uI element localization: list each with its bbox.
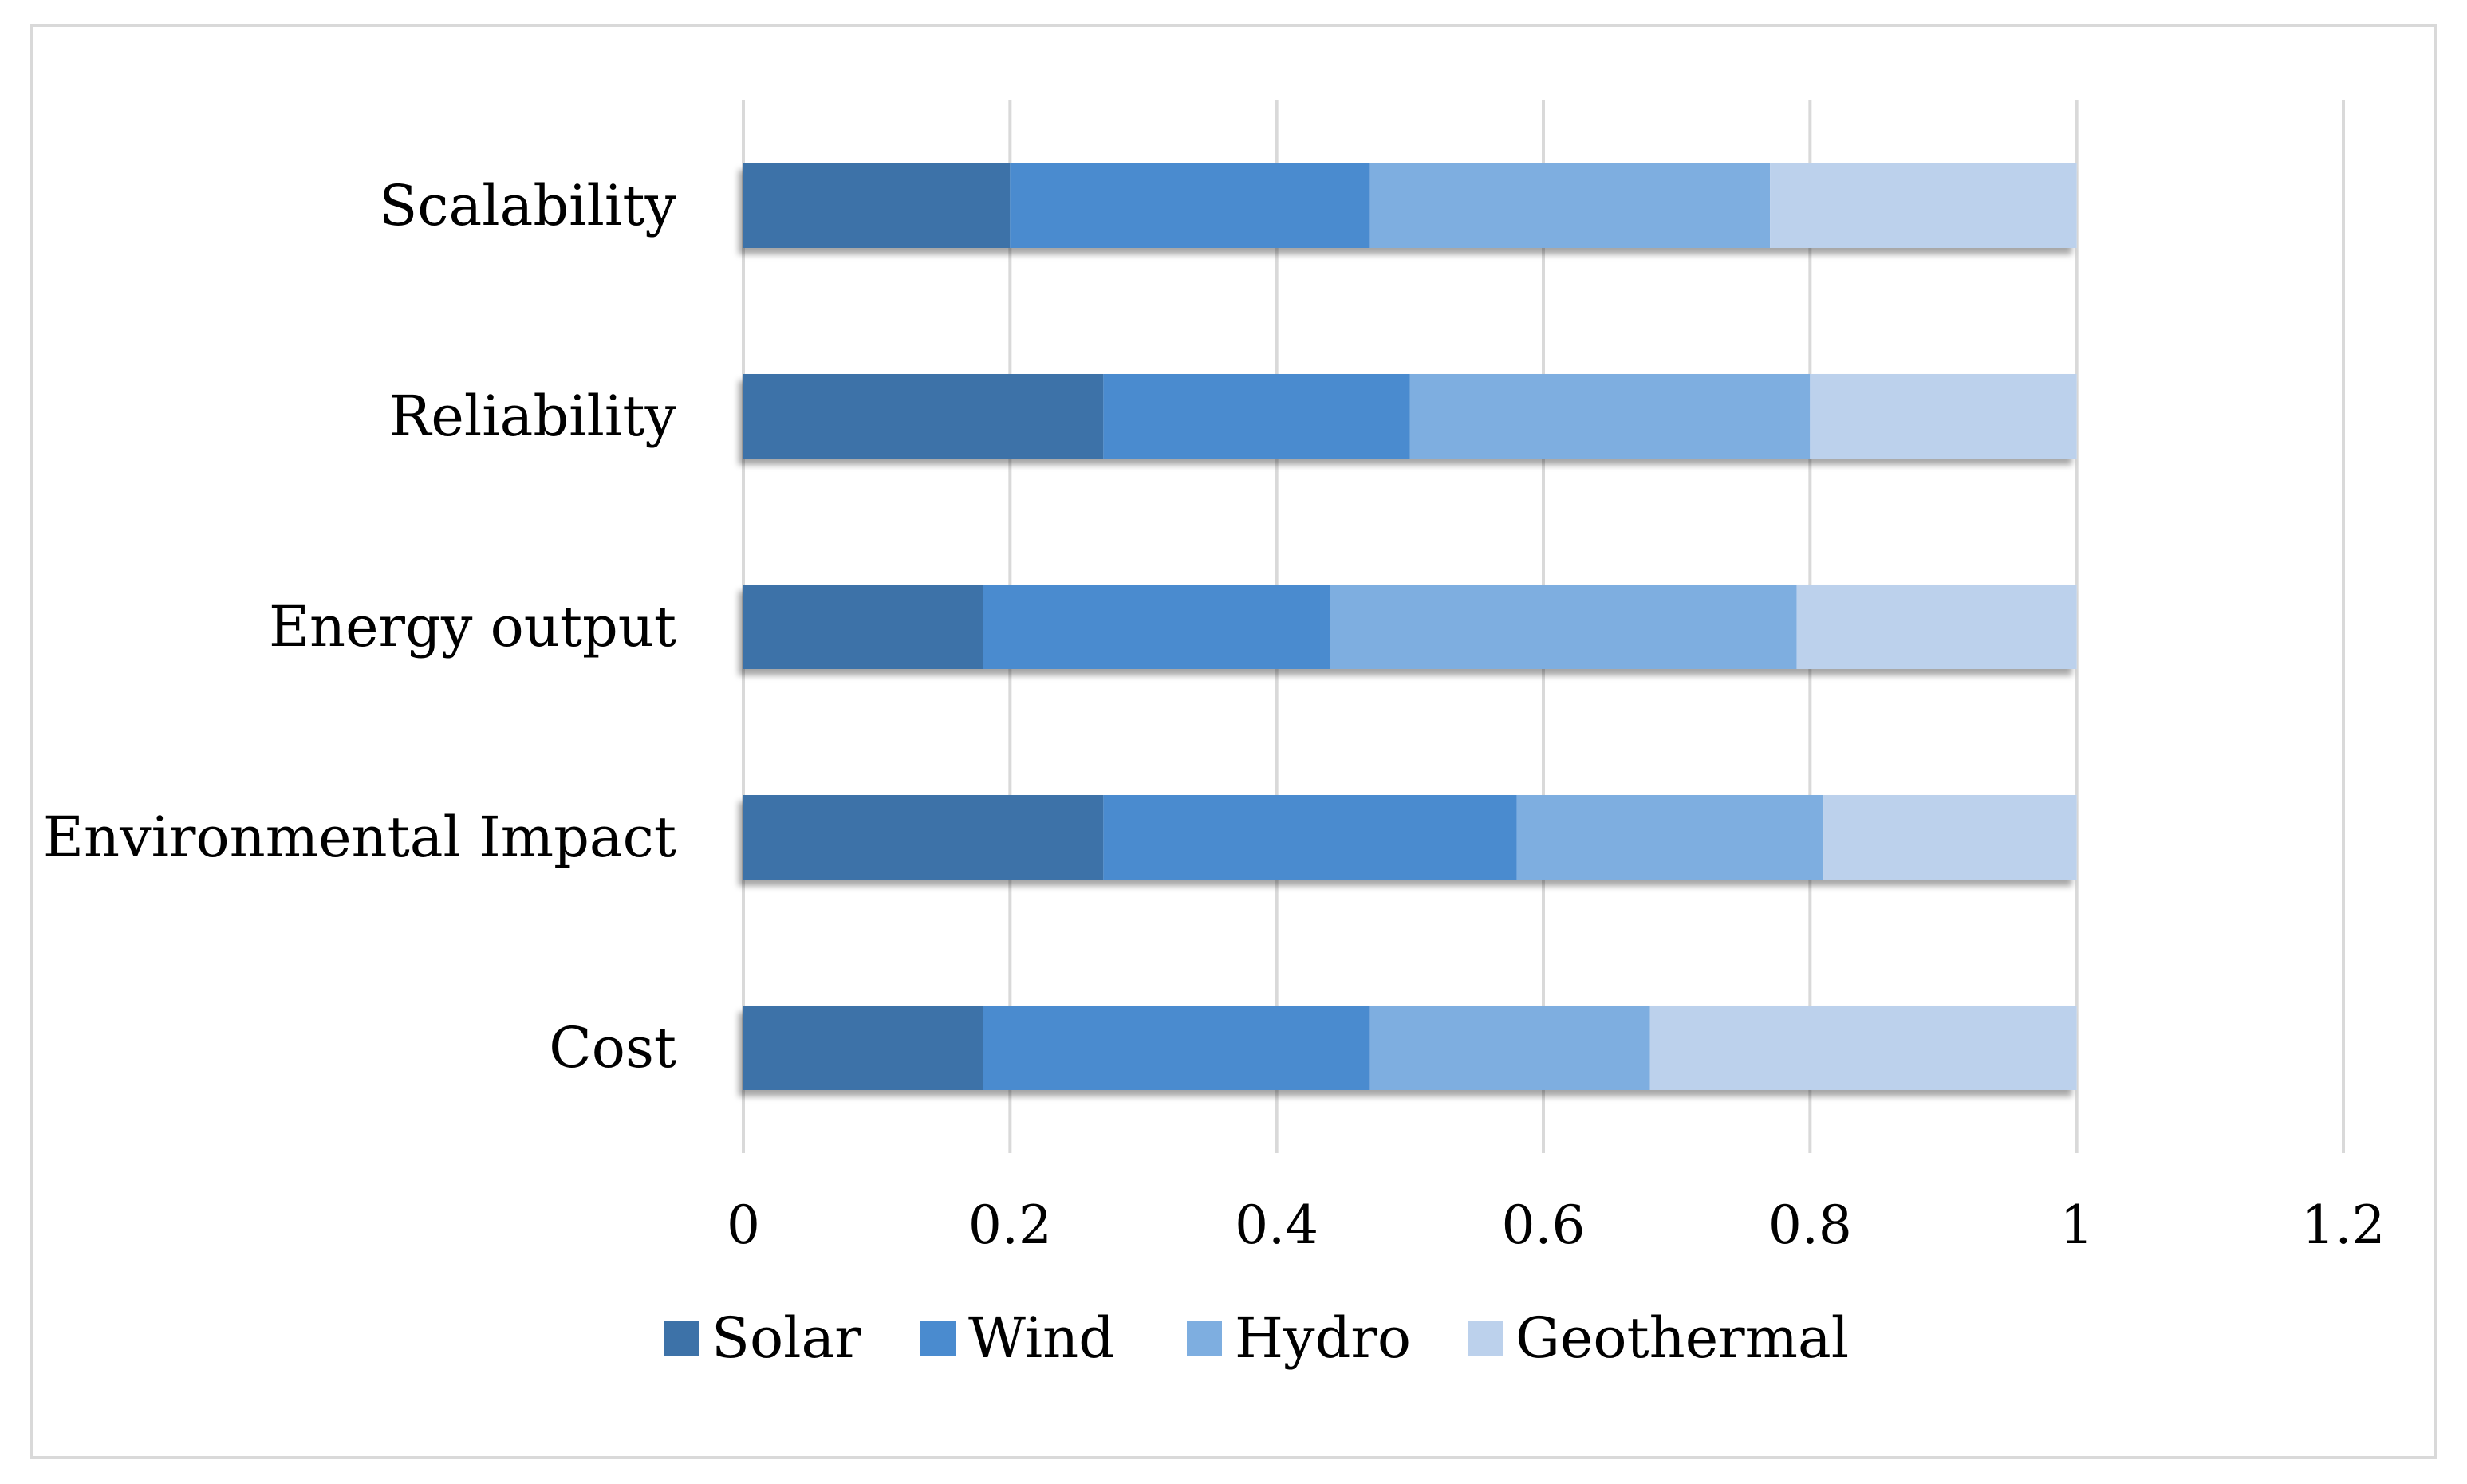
bar-geothermal-scalability <box>1770 163 2077 248</box>
x-tick-label: 0.2 <box>968 1195 1052 1256</box>
bar-solar-cost <box>743 1006 983 1090</box>
bar-solar-reliability <box>743 374 1104 459</box>
category-label: Cost <box>549 1015 676 1081</box>
x-tick-label: 0 <box>727 1195 760 1256</box>
bar-hydro-cost <box>1369 1006 1650 1090</box>
bar-wind-environmental-impact <box>1103 795 1517 880</box>
bar-solar-scalability <box>743 163 1011 248</box>
bar-hydro-environmental-impact <box>1516 795 1824 880</box>
category-label: Scalability <box>379 173 676 238</box>
x-tick-label: 0.8 <box>1768 1195 1852 1256</box>
bar-hydro-scalability <box>1369 163 1771 248</box>
x-tick-label: 1 <box>2060 1195 2094 1256</box>
bar-solar-environmental-impact <box>743 795 1104 880</box>
x-tick-label: 0.4 <box>1235 1195 1318 1256</box>
bar-wind-scalability <box>1010 163 1370 248</box>
legend-swatch-geothermal <box>1468 1321 1503 1356</box>
legend-label-hydro: Hydro <box>1235 1305 1411 1371</box>
category-label: Environmental Impact <box>43 805 676 870</box>
x-tick-label: 0.6 <box>1502 1195 1586 1256</box>
bar-geothermal-cost <box>1649 1006 2077 1090</box>
x-tick-label: 1.2 <box>2302 1195 2386 1256</box>
legend-swatch-wind <box>920 1321 956 1356</box>
chart-frame: 0 0.2 0.4 0.6 0.8 1 1.2 Scalability Reliability E… <box>30 24 2437 1459</box>
bar-wind-cost <box>983 1006 1370 1090</box>
legend-label-wind: Wind <box>968 1305 1114 1371</box>
legend-label-geothermal: Geothermal <box>1515 1305 1849 1371</box>
bar-wind-energy-output <box>983 585 1330 669</box>
bar-wind-reliability <box>1103 374 1410 459</box>
category-label: Reliability <box>389 384 677 449</box>
category-label: Energy output <box>269 594 676 659</box>
bar-hydro-energy-output <box>1330 585 1797 669</box>
bar-geothermal-energy-output <box>1796 585 2077 669</box>
legend-swatch-hydro <box>1187 1321 1222 1356</box>
bar-solar-energy-output <box>743 585 983 669</box>
legend-label-solar: Solar <box>711 1305 861 1371</box>
stacked-bar-chart: 0 0.2 0.4 0.6 0.8 1 1.2 Scalability Reliability E… <box>43 100 2386 1371</box>
bar-geothermal-reliability <box>1810 374 2077 459</box>
bar-hydro-reliability <box>1409 374 1811 459</box>
legend-swatch-solar <box>664 1321 699 1356</box>
bar-geothermal-environmental-impact <box>1823 795 2077 880</box>
